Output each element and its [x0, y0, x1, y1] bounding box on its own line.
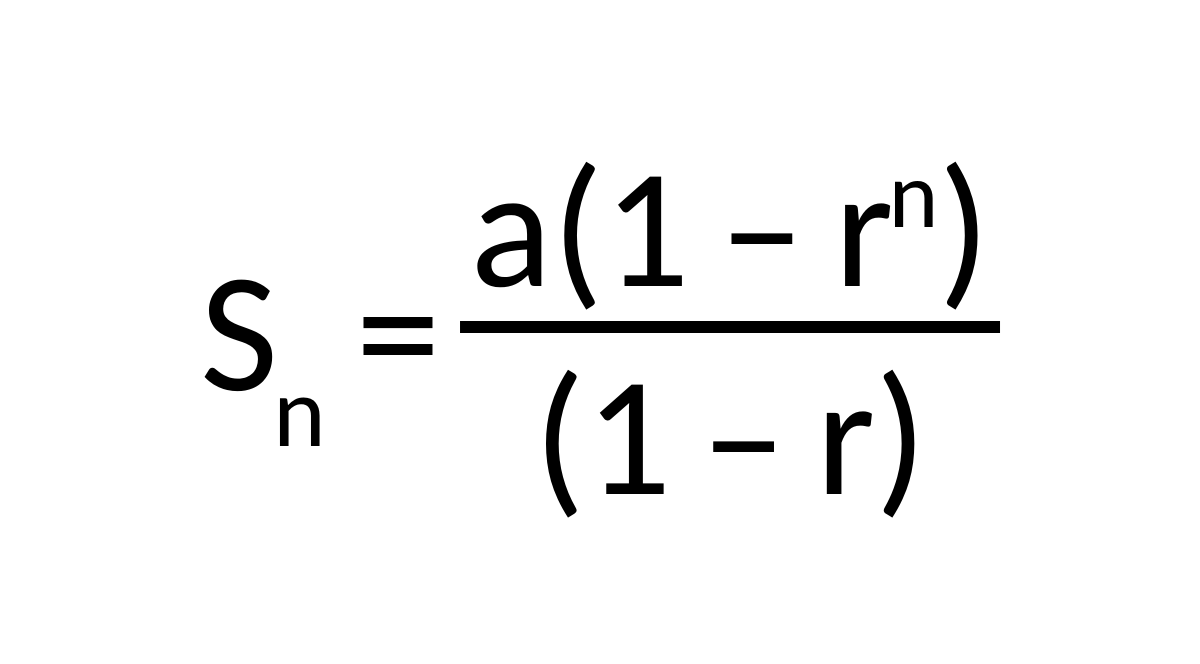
lhs-subscript: n [273, 362, 326, 462]
num-exponent: n [888, 148, 938, 243]
num-minus: – [720, 143, 805, 313]
fraction: a ( 1 – r n ) ( 1 – r ) [460, 143, 1000, 521]
den-one: 1 [585, 351, 671, 521]
den-minus: – [701, 351, 786, 521]
num-one: 1 [603, 143, 689, 313]
lhs: S n [200, 247, 326, 417]
numerator: a ( 1 – r n ) [460, 143, 1000, 313]
equals-sign: = [356, 247, 441, 417]
lhs-base: S [200, 247, 278, 417]
num-r: r [834, 143, 893, 313]
geometric-series-sum-formula: S n = a ( 1 – r n ) ( 1 – r ) [200, 143, 1000, 521]
den-open-paren: ( [534, 351, 586, 521]
num-close-paren: ) [938, 143, 990, 313]
denominator: ( 1 – r ) [524, 351, 937, 521]
num-coef: a [470, 143, 551, 313]
den-r: r [816, 351, 875, 521]
num-open-paren: ( [552, 143, 604, 313]
den-close-paren: ) [875, 351, 927, 521]
